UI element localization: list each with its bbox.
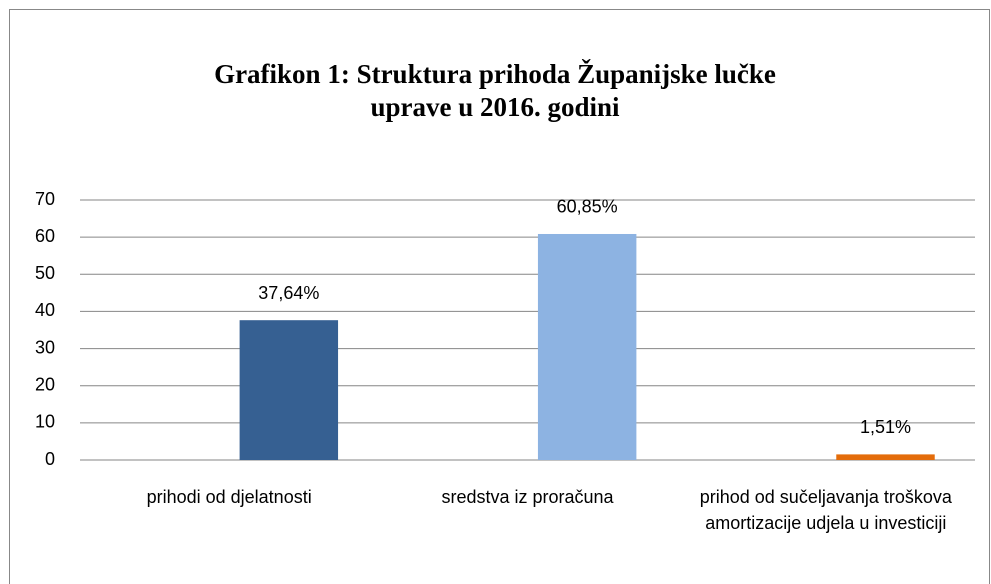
chart-title: Grafikon 1: Struktura prihoda Županijske… (214, 59, 776, 122)
data-label: 37,64% (258, 283, 319, 303)
y-tick-label: 20 (35, 374, 55, 394)
data-label: 1,51% (860, 417, 911, 437)
y-tick-label: 30 (35, 337, 55, 357)
bar (537, 233, 637, 460)
y-tick-label: 10 (35, 412, 55, 432)
data-label: 60,85% (557, 197, 618, 217)
y-tick-label: 60 (35, 226, 55, 246)
frame (9, 9, 990, 584)
x-tick-label: prihod od sučeljavanja troškova amortiza… (699, 487, 952, 533)
y-tick-label: 0 (45, 449, 55, 469)
x-tick-label: prihodi od djelatnosti (146, 487, 312, 507)
bar (239, 320, 339, 460)
y-tick-label: 40 (35, 300, 55, 320)
y-tick-label: 70 (35, 189, 55, 209)
x-tick-label: sredstva iz proračuna (441, 487, 614, 507)
bar (836, 454, 935, 460)
y-tick-label: 50 (35, 263, 55, 283)
